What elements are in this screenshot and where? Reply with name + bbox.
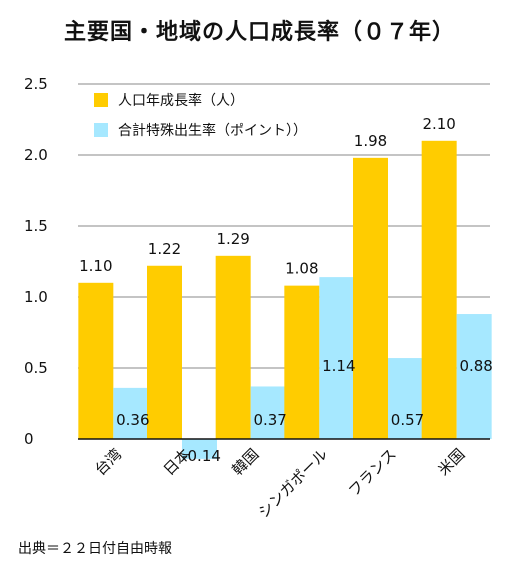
chart-title: 主要国・地域の人口成長率（０７年） — [63, 20, 455, 45]
bar-population-growth — [353, 157, 388, 439]
x-category-label: 韓国 — [229, 445, 263, 479]
data-label-population-growth: 2.10 — [422, 115, 455, 133]
data-label-population-growth: 1.22 — [148, 240, 181, 258]
y-tick-label: 0.5 — [24, 359, 48, 377]
data-label-fertility-rate: 0.37 — [253, 411, 286, 429]
data-label-population-growth: 1.29 — [216, 230, 249, 248]
data-label-fertility-rate: 0.88 — [459, 357, 492, 375]
legend-swatch — [94, 123, 108, 137]
bars — [78, 140, 492, 459]
data-label-fertility-rate: 0.57 — [391, 411, 424, 429]
source-note: 出典＝２２日付自由時報 — [18, 541, 172, 557]
legend-entry: 合計特殊出生率（ポイント）） — [118, 122, 307, 139]
bar-population-growth — [284, 285, 320, 439]
bar-population-growth — [147, 265, 182, 439]
legend: 人口年成長率（人） 合計特殊出生率（ポイント）） — [94, 92, 307, 139]
bar-population-growth — [421, 140, 457, 440]
data-label-population-growth: 1.10 — [79, 257, 112, 275]
data-label-fertility-rate: 0.36 — [116, 411, 149, 429]
x-category-label: フランス — [345, 445, 400, 500]
bar-fertility-rate — [113, 387, 149, 439]
bar-fertility-rate — [182, 439, 217, 459]
bar-population-growth — [215, 255, 251, 439]
data-labels: 1.10 0.36 1.22 -0.14 1.29 0.37 1.08 1.14 1.98 0.5… — [79, 115, 493, 465]
legend-entry: 人口年成長率（人） — [118, 92, 244, 109]
x-category-label: 米国 — [435, 445, 469, 479]
x-category-label: 台湾 — [91, 445, 125, 479]
y-tick-label: 1.5 — [24, 217, 48, 235]
bar-fertility-rate — [388, 358, 423, 439]
data-label-fertility-rate: -0.14 — [182, 447, 221, 465]
bar-fertility-rate — [456, 314, 492, 439]
data-label-fertility-rate: 1.14 — [322, 357, 355, 375]
data-label-population-growth: 1.08 — [285, 260, 318, 278]
bar-population-growth — [78, 282, 114, 439]
legend-swatch — [94, 93, 108, 107]
data-label-population-growth: 1.98 — [354, 132, 387, 150]
x-category-label: シンガポール — [255, 445, 331, 521]
y-tick-label: 2.0 — [24, 146, 48, 164]
bar-fertility-rate — [319, 277, 355, 439]
y-tick-label: 0 — [24, 430, 34, 448]
y-tick-label: 2.5 — [24, 75, 48, 93]
bar-fertility-rate — [250, 386, 286, 439]
y-tick-label: 1.0 — [24, 288, 48, 306]
